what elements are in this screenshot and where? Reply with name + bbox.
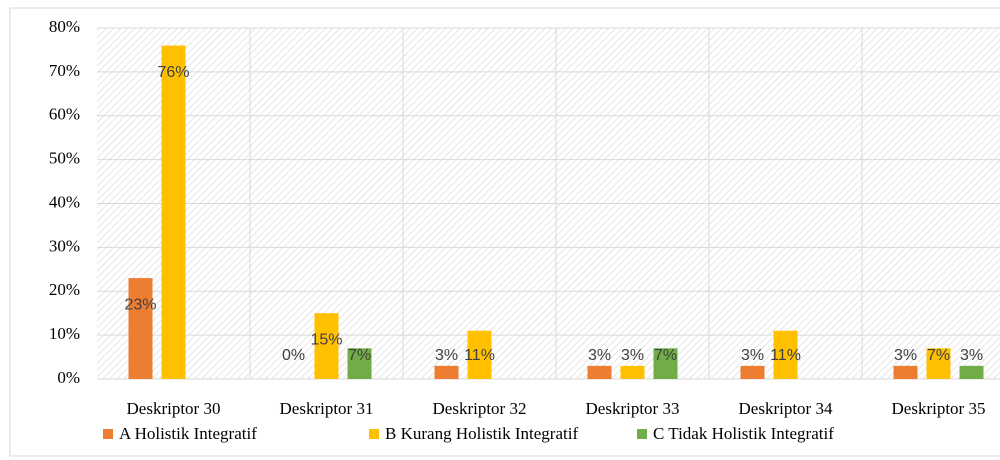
bar — [347, 348, 372, 379]
bar — [926, 348, 951, 379]
y-tick-label: 80% — [49, 17, 80, 36]
y-tick-label: 50% — [49, 149, 80, 168]
legend-label: A Holistik Integratif — [119, 424, 257, 443]
x-tick-label: Deskriptor 31 — [280, 399, 374, 418]
data-label: 23% — [124, 296, 156, 313]
data-label: 3% — [894, 347, 917, 364]
x-tick-label: Deskriptor 33 — [586, 399, 680, 418]
data-label: 3% — [588, 347, 611, 364]
bar — [620, 365, 645, 379]
bar — [434, 365, 459, 379]
data-label: 3% — [741, 347, 764, 364]
y-tick-label: 0% — [57, 368, 80, 387]
data-label: 0% — [282, 347, 305, 364]
bar — [653, 348, 678, 379]
data-label: 11% — [464, 347, 495, 364]
bar — [314, 313, 339, 379]
bar — [893, 365, 918, 379]
data-label: 3% — [435, 347, 458, 364]
data-label: 7% — [654, 347, 677, 364]
y-tick-label: 60% — [49, 105, 80, 124]
y-tick-label: 40% — [49, 192, 80, 211]
y-tick-label: 30% — [49, 236, 80, 255]
y-tick-label: 20% — [49, 280, 80, 299]
y-tick-label: 70% — [49, 61, 80, 80]
bar — [161, 45, 186, 380]
bar — [773, 330, 798, 379]
data-label: 15% — [310, 331, 342, 348]
data-label: 7% — [927, 347, 950, 364]
data-label: 3% — [621, 347, 644, 364]
x-tick-label: Deskriptor 34 — [739, 399, 833, 418]
bar — [740, 365, 765, 379]
x-tick-label: Deskriptor 30 — [127, 399, 221, 418]
legend-swatch — [637, 429, 647, 439]
data-label: 7% — [348, 347, 371, 364]
x-tick-label: Deskriptor 35 — [892, 399, 986, 418]
legend-label: C Tidak Holistik Integratif — [653, 424, 834, 443]
legend-swatch — [369, 429, 379, 439]
x-tick-label: Deskriptor 32 — [433, 399, 527, 418]
bar — [128, 278, 153, 379]
data-label: 3% — [960, 347, 983, 364]
bar — [587, 365, 612, 379]
data-label: 11% — [770, 347, 801, 364]
bar — [467, 330, 492, 379]
legend-label: B Kurang Holistik Integratif — [385, 424, 578, 443]
legend-swatch — [103, 429, 113, 439]
data-label: 76% — [157, 64, 189, 81]
y-tick-label: 10% — [49, 324, 80, 343]
bar — [959, 365, 984, 379]
